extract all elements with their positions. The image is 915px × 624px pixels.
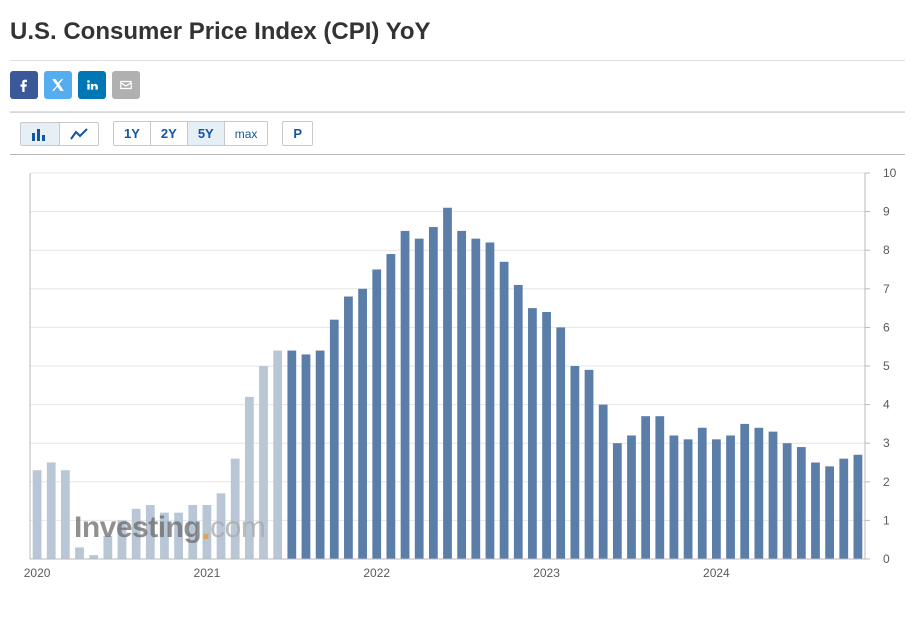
svg-text:0: 0	[883, 552, 890, 566]
range-1y-button[interactable]: 1Y	[114, 122, 151, 145]
facebook-share-button[interactable]	[10, 71, 38, 99]
svg-text:10: 10	[883, 166, 897, 180]
svg-text:2021: 2021	[194, 566, 221, 580]
divider	[10, 60, 905, 61]
svg-text:5: 5	[883, 359, 890, 373]
svg-text:7: 7	[883, 282, 890, 296]
chart-type-group	[20, 122, 99, 146]
cpi-bar-chart: 0 1 2 3 4 5 6 7 8 9 10 2020 2021 2022 2023 2024	[10, 155, 905, 591]
svg-text:2020: 2020	[24, 566, 51, 580]
svg-text:6: 6	[883, 320, 890, 334]
time-range-group: 1Y 2Y 5Y max	[113, 121, 268, 146]
chart-toolbar: 1Y 2Y 5Y max P	[10, 112, 905, 154]
twitter-share-button[interactable]	[44, 71, 72, 99]
svg-text:2024: 2024	[703, 566, 730, 580]
svg-text:1: 1	[883, 513, 890, 527]
svg-text:2022: 2022	[363, 566, 390, 580]
svg-text:4: 4	[883, 398, 890, 412]
bar-chart-icon	[31, 127, 49, 141]
svg-text:2: 2	[883, 475, 890, 489]
range-2y-button[interactable]: 2Y	[151, 122, 188, 145]
line-chart-type-button[interactable]	[60, 123, 98, 145]
range-5y-button[interactable]: 5Y	[188, 122, 225, 145]
range-max-button[interactable]: max	[225, 122, 268, 145]
email-share-button[interactable]	[112, 71, 140, 99]
linkedin-icon	[85, 78, 99, 92]
page-title: U.S. Consumer Price Index (CPI) YoY	[10, 18, 905, 46]
facebook-icon	[17, 78, 31, 92]
svg-text:9: 9	[883, 205, 890, 219]
p-button[interactable]: P	[282, 121, 313, 146]
email-icon	[119, 78, 133, 92]
line-chart-icon	[70, 127, 88, 141]
svg-text:3: 3	[883, 436, 890, 450]
svg-text:8: 8	[883, 243, 890, 257]
linkedin-share-button[interactable]	[78, 71, 106, 99]
social-share-row	[10, 71, 905, 99]
bar-chart-type-button[interactable]	[21, 123, 60, 145]
svg-text:2023: 2023	[533, 566, 560, 580]
chart-container: 01234567891020202021202220232024 Investi…	[10, 154, 905, 591]
twitter-icon	[51, 78, 65, 92]
